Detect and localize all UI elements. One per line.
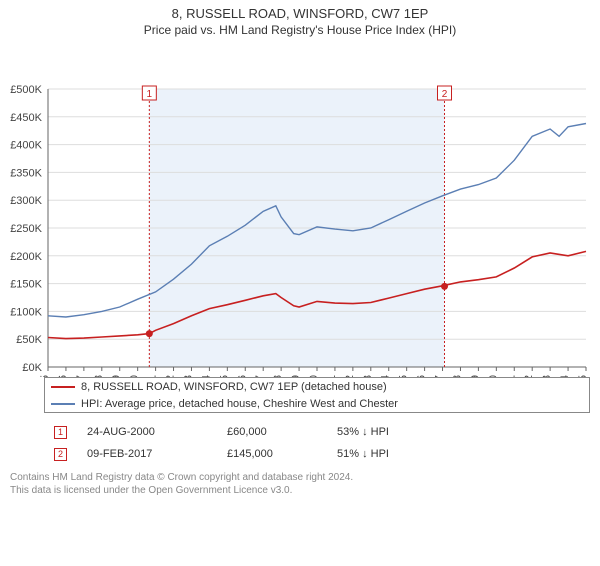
legend-swatch: [51, 386, 75, 388]
transaction-date: 24-AUG-2000: [87, 426, 227, 438]
legend-label: HPI: Average price, detached house, Ches…: [81, 398, 398, 410]
svg-text:2004: 2004: [200, 375, 212, 377]
svg-text:2022: 2022: [523, 375, 535, 377]
transaction-row: 1 24-AUG-2000£60,00053% ↓ HPI: [44, 421, 590, 443]
svg-text:2: 2: [442, 89, 448, 100]
svg-text:2019: 2019: [469, 375, 481, 377]
price-chart: £0K £50K £100K £150K £200K £250K £300K £350K £40…: [0, 37, 600, 377]
svg-text:£200K: £200K: [10, 251, 42, 263]
svg-text:1996: 1996: [57, 375, 69, 377]
svg-text:£250K: £250K: [10, 223, 42, 235]
transaction-price: £60,000: [227, 426, 337, 438]
svg-text:2018: 2018: [451, 375, 463, 377]
svg-text:2011: 2011: [326, 375, 338, 377]
svg-text:2017: 2017: [434, 375, 446, 377]
svg-text:£150K: £150K: [10, 279, 42, 291]
svg-text:£400K: £400K: [10, 140, 42, 152]
svg-text:£50K: £50K: [16, 334, 42, 346]
transaction-marker: 1: [54, 426, 67, 439]
svg-text:2005: 2005: [218, 375, 230, 377]
footer-attribution: Contains HM Land Registry data © Crown c…: [0, 471, 600, 497]
svg-text:£350K: £350K: [10, 167, 42, 179]
svg-text:1999: 1999: [111, 375, 123, 377]
transaction-hpi: 51% ↓ HPI: [337, 448, 389, 460]
svg-text:£0K: £0K: [22, 362, 42, 374]
svg-text:2023: 2023: [541, 375, 553, 377]
svg-text:2003: 2003: [182, 375, 194, 377]
svg-text:1995: 1995: [39, 375, 51, 377]
svg-text:2000: 2000: [129, 375, 141, 377]
svg-text:2020: 2020: [487, 375, 499, 377]
footer-line-2: This data is licensed under the Open Gov…: [10, 485, 292, 496]
svg-text:2001: 2001: [147, 375, 159, 377]
svg-text:2002: 2002: [165, 375, 177, 377]
footer-line-1: Contains HM Land Registry data © Crown c…: [10, 472, 353, 483]
svg-text:2007: 2007: [254, 375, 266, 377]
svg-text:2013: 2013: [362, 375, 374, 377]
transactions-list: 1 24-AUG-2000£60,00053% ↓ HPI 2 09-FEB-2017…: [44, 421, 590, 465]
svg-text:1: 1: [147, 89, 153, 100]
svg-text:2021: 2021: [505, 375, 517, 377]
svg-text:2014: 2014: [380, 375, 392, 377]
legend-item: 8, RUSSELL ROAD, WINSFORD, CW7 1EP (deta…: [45, 378, 589, 395]
svg-text:2015: 2015: [398, 375, 410, 377]
svg-text:2016: 2016: [416, 375, 428, 377]
svg-text:2012: 2012: [344, 375, 356, 377]
svg-text:2009: 2009: [290, 375, 302, 377]
svg-text:£450K: £450K: [10, 112, 42, 124]
svg-text:£300K: £300K: [10, 195, 42, 207]
legend-item: HPI: Average price, detached house, Ches…: [45, 395, 589, 412]
svg-text:1998: 1998: [93, 375, 105, 377]
svg-text:1997: 1997: [75, 375, 87, 377]
transaction-row: 2 09-FEB-2017£145,00051% ↓ HPI: [44, 443, 590, 465]
transaction-hpi: 53% ↓ HPI: [337, 426, 389, 438]
svg-text:2010: 2010: [308, 375, 320, 377]
transaction-marker: 2: [54, 448, 67, 461]
svg-text:2006: 2006: [236, 375, 248, 377]
page-title: 8, RUSSELL ROAD, WINSFORD, CW7 1EP: [0, 6, 600, 21]
svg-text:£500K: £500K: [10, 84, 42, 96]
legend-swatch: [51, 403, 75, 405]
transaction-date: 09-FEB-2017: [87, 448, 227, 460]
svg-text:£100K: £100K: [10, 306, 42, 318]
transaction-price: £145,000: [227, 448, 337, 460]
svg-text:2025: 2025: [577, 375, 589, 377]
svg-text:2024: 2024: [559, 375, 571, 377]
page-subtitle: Price paid vs. HM Land Registry's House …: [0, 23, 600, 37]
svg-text:2008: 2008: [272, 375, 284, 377]
legend-label: 8, RUSSELL ROAD, WINSFORD, CW7 1EP (deta…: [81, 381, 387, 393]
legend: 8, RUSSELL ROAD, WINSFORD, CW7 1EP (deta…: [44, 377, 590, 413]
